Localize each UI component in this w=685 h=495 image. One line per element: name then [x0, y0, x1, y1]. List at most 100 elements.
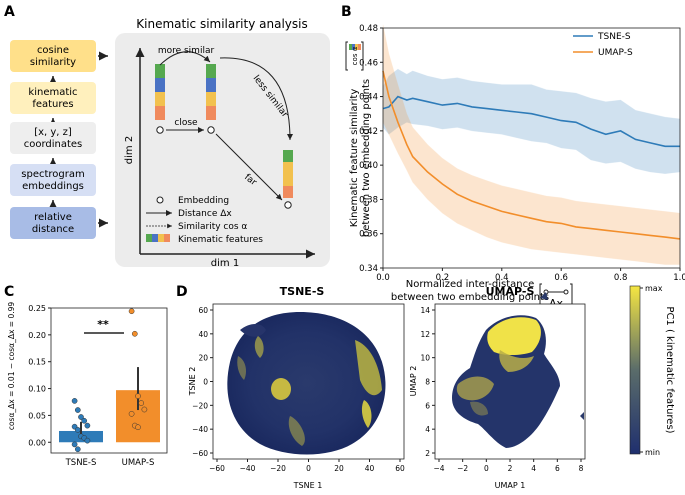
- legend-distance-label: Distance Δx: [178, 209, 232, 219]
- pipeline-box-label: kinematic: [28, 87, 77, 98]
- feature-stack-2: [206, 64, 216, 120]
- embedding-point-2: [207, 126, 215, 134]
- cos-icon-text: cos α: [351, 46, 359, 65]
- panel-c: C TSNE-S UMAP-S 0.25 0.20 0.15 0.10 0.05 0.00 **…: [4, 284, 168, 468]
- y-tick-label: 0.00: [28, 438, 46, 447]
- y-tick-label: 8: [425, 378, 430, 387]
- plot-frame: [382, 27, 681, 269]
- dim1-label: dim 1: [211, 258, 239, 269]
- data-point: [74, 446, 81, 453]
- x-tick-label: 0: [306, 464, 311, 473]
- y-tick-label: 10: [420, 354, 430, 363]
- pipeline-box-label: embeddings: [22, 181, 84, 192]
- y-tick-label: 12: [420, 330, 430, 339]
- pipeline-box-label: relative: [34, 212, 72, 223]
- y-tick-label: −20: [192, 401, 208, 410]
- y-tick-label: 0.46: [359, 58, 378, 68]
- feature-block: [155, 64, 165, 78]
- less-similar-arc: [219, 57, 293, 141]
- feature-stack-1: [155, 64, 165, 120]
- y-tick-label: 0.25: [28, 304, 46, 313]
- legend-features-icon: [146, 234, 170, 242]
- y-tick-label: −60: [192, 449, 208, 458]
- x-tick-label: −2: [457, 464, 468, 473]
- pipeline-box-label: [x, y, z]: [34, 127, 72, 138]
- panel-letter-a: A: [4, 4, 15, 20]
- panel-b: B 0.0 0.2 0.4 0.6 0.8 1.0 0.48 0.46 0.44 0.42 0.40…: [341, 4, 685, 311]
- x-tick-label: TSNE-S: [65, 458, 97, 468]
- pipeline-box-label: distance: [32, 224, 74, 235]
- similarity-line-chart: 0.0 0.2 0.4 0.6 0.8 1.0 0.48 0.46 0.44 0.42 0.40 0.…: [359, 24, 685, 283]
- feature-block: [283, 186, 293, 198]
- data-point: [131, 330, 138, 337]
- data-point: [84, 422, 91, 429]
- y-tick-label: 0.34: [359, 264, 378, 274]
- b-xlabel-line2: between two embedding points: [391, 292, 549, 303]
- y-tick-label: 0.10: [28, 385, 46, 394]
- data-point: [74, 407, 81, 413]
- b-ylabel-line2: between two embedding points: [361, 79, 372, 237]
- b-xlabel-line1: Normalized inter-distance: [406, 279, 535, 290]
- data-point: [141, 406, 148, 413]
- y-tick-label: 14: [420, 306, 430, 315]
- x-tick-label: 6: [555, 464, 560, 473]
- data-point: [135, 424, 141, 431]
- umap-ylabel: UMAP 2: [409, 366, 418, 397]
- x-tick-label: 0.4: [495, 273, 509, 283]
- data-point: [128, 410, 135, 417]
- umap-xlabel: UMAP 1: [495, 481, 526, 490]
- y-tick-label: 60: [198, 306, 208, 315]
- x-tick-label: 0.2: [436, 273, 450, 283]
- feature-block: [206, 92, 216, 106]
- cos-feature-block: [352, 44, 355, 50]
- feature-block: [283, 174, 293, 186]
- panel-letter-b: B: [341, 4, 352, 20]
- cos-feature-block: [355, 44, 358, 50]
- y-tick-label: 0.42: [359, 127, 378, 137]
- pipeline-box-label: cosine: [37, 45, 69, 56]
- pipeline-box-label: spectrogram: [21, 169, 84, 180]
- x-tick-label: UMAP-S: [122, 458, 155, 468]
- data-point: [71, 398, 78, 404]
- y-tick-label: 0.36: [359, 230, 378, 240]
- x-tick-label: 20: [334, 464, 344, 473]
- feature-block: [155, 92, 165, 106]
- pipeline-box-3: [10, 164, 96, 196]
- panel-letter-d: D: [176, 284, 188, 300]
- close-label: close: [174, 118, 198, 128]
- y-tick-label: 6: [425, 401, 430, 410]
- pipeline-box-2: [10, 122, 96, 154]
- embedding-point-3: [284, 201, 292, 209]
- panel-d: D TSNE-S UMAP-S −60 −40 −20 0 20 40 606040200−…: [176, 284, 675, 490]
- cos-alpha-icon: cos α: [345, 41, 364, 71]
- x-tick-label: 60: [395, 464, 405, 473]
- y-tick-label: 2: [425, 449, 430, 458]
- x-tick-label: 1.0: [673, 273, 685, 283]
- tsne-xlabel: TSNE 1: [293, 481, 323, 490]
- far-arrow: [215, 133, 283, 201]
- pipeline-box-0: [10, 40, 96, 72]
- pipeline-box-4: [10, 207, 96, 239]
- tsne-title: TSNE-S: [280, 285, 325, 298]
- x-tick-label: 8: [579, 464, 584, 473]
- series-line-1: [382, 70, 681, 240]
- legend-features-label: Kinematic features: [178, 235, 263, 245]
- pipeline-box-label: similarity: [30, 57, 76, 68]
- data-point: [78, 414, 84, 420]
- umap-title: UMAP-S: [486, 285, 535, 298]
- x-tick-label: 2: [508, 464, 513, 473]
- x-tick-label: 0.6: [554, 273, 568, 283]
- legend-feature-block: [158, 234, 164, 242]
- x-tick-label: −40: [240, 464, 256, 473]
- data-point: [81, 417, 88, 424]
- y-tick-label: 0.38: [359, 195, 378, 205]
- pipeline-box-label: features: [32, 99, 73, 110]
- legend-feature-block: [152, 234, 158, 242]
- y-tick-label: 0.20: [28, 331, 46, 340]
- x-tick-label: −60: [209, 464, 225, 473]
- cos-feature-block: [358, 44, 361, 50]
- legend-similarity-label: Similarity cos α: [178, 222, 247, 232]
- panel-letter-c: C: [4, 284, 14, 300]
